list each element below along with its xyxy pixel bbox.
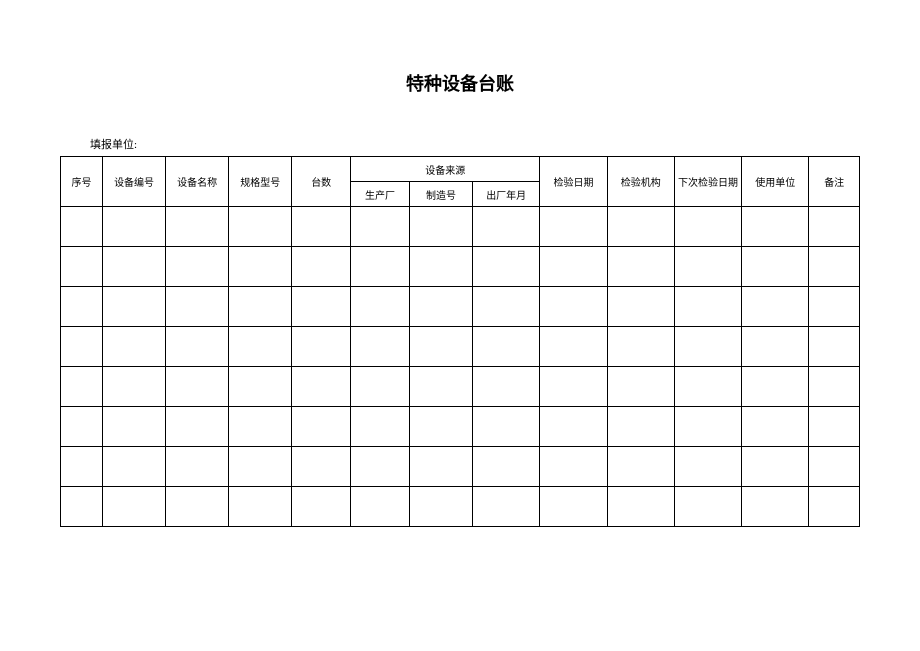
table-row [61,367,860,407]
col-remark: 备注 [809,157,860,207]
form-unit-label: 填报单位: [90,136,860,152]
col-next-inspect-date: 下次检验日期 [674,157,741,207]
col-source-group: 设备来源 [351,157,540,182]
col-user-unit: 使用单位 [742,157,809,207]
col-factory-date: 出厂年月 [473,182,540,207]
col-seq: 序号 [61,157,103,207]
page-title: 特种设备台账 [60,70,860,96]
table-body [61,207,860,527]
document-page: 特种设备台账 填报单位: 序号 设备编号 设备名称 规格型号 台数 设备来源 检… [0,0,920,587]
col-qty: 台数 [292,157,351,207]
col-mfg-no: 制造号 [409,182,472,207]
table-row [61,207,860,247]
table-row [61,327,860,367]
table-row [61,407,860,447]
col-equip-no: 设备编号 [103,157,166,207]
col-inspect-date: 检验日期 [540,157,607,207]
table-row [61,247,860,287]
table-header: 序号 设备编号 设备名称 规格型号 台数 设备来源 检验日期 检验机构 下次检验… [61,157,860,207]
table-row [61,287,860,327]
equipment-ledger-table: 序号 设备编号 设备名称 规格型号 台数 设备来源 检验日期 检验机构 下次检验… [60,156,860,527]
col-manufacturer: 生产厂 [351,182,410,207]
col-equip-name: 设备名称 [166,157,229,207]
table-row [61,447,860,487]
col-spec-model: 规格型号 [229,157,292,207]
table-row [61,487,860,527]
col-inspect-org: 检验机构 [607,157,674,207]
